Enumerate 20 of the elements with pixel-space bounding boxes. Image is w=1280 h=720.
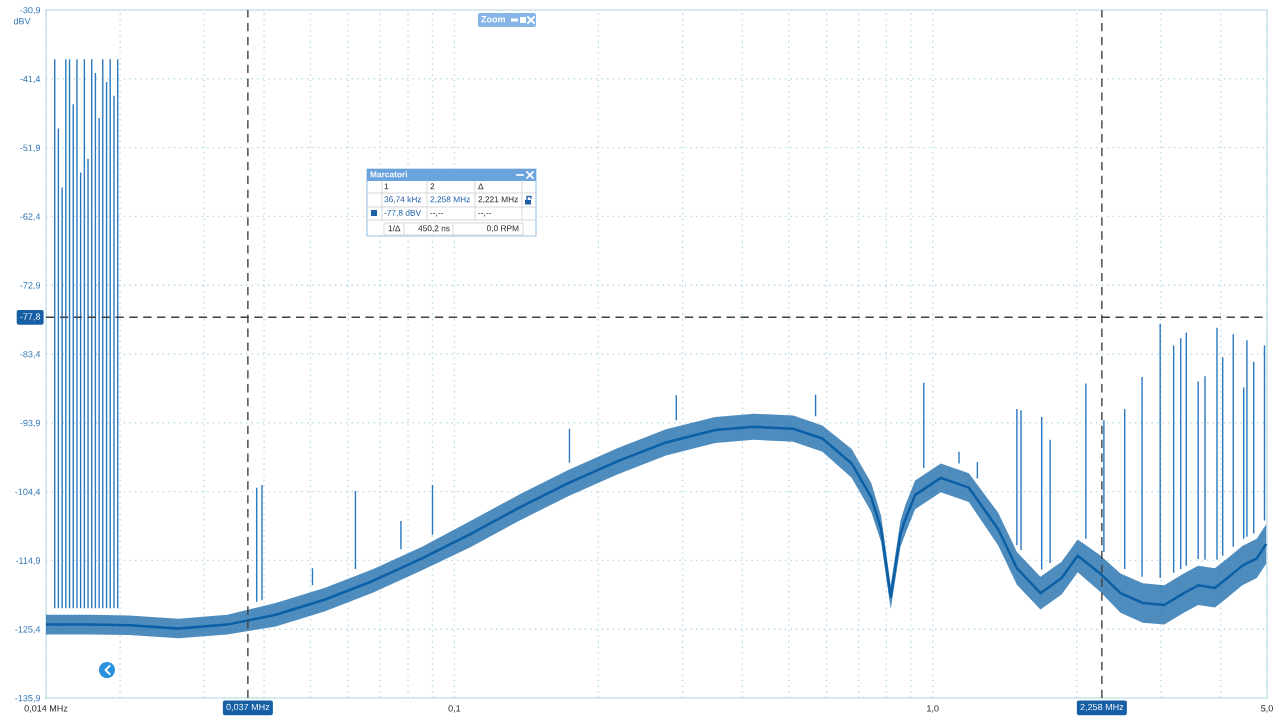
y-tick-label: -135,9 [15, 694, 41, 703]
y-tick-label: -125,4 [15, 626, 41, 634]
y-tick-label: -83,4 [20, 350, 41, 359]
y-tick-label: -62,4 [20, 213, 41, 221]
x-tick-label: 0,014 MHz [24, 705, 68, 713]
y-tick-label: -30,9 [20, 6, 41, 15]
x-tick-label: 0,1 [448, 705, 461, 713]
x-tick-label: 1,0 [927, 705, 939, 713]
x-tick-label: 5,0 [1261, 705, 1273, 713]
annotation: Zoom [481, 16, 506, 23]
y-tick-label: -104,4 [15, 488, 41, 497]
ref-line-label: 2,258 MHz [1080, 703, 1124, 712]
ref-line-label: -77,8 [20, 313, 41, 321]
y-tick-label: -41,4 [20, 75, 41, 84]
y-tick-label: -93,9 [20, 419, 41, 428]
y-tick-label: -72,9 [20, 282, 41, 290]
y-tick-label: -114,9 [15, 557, 41, 565]
ref-line-label: 0,037 MHz [226, 703, 270, 712]
y-tick-label: -51,9 [20, 144, 41, 153]
y-axis-title: dBV [13, 17, 31, 25]
